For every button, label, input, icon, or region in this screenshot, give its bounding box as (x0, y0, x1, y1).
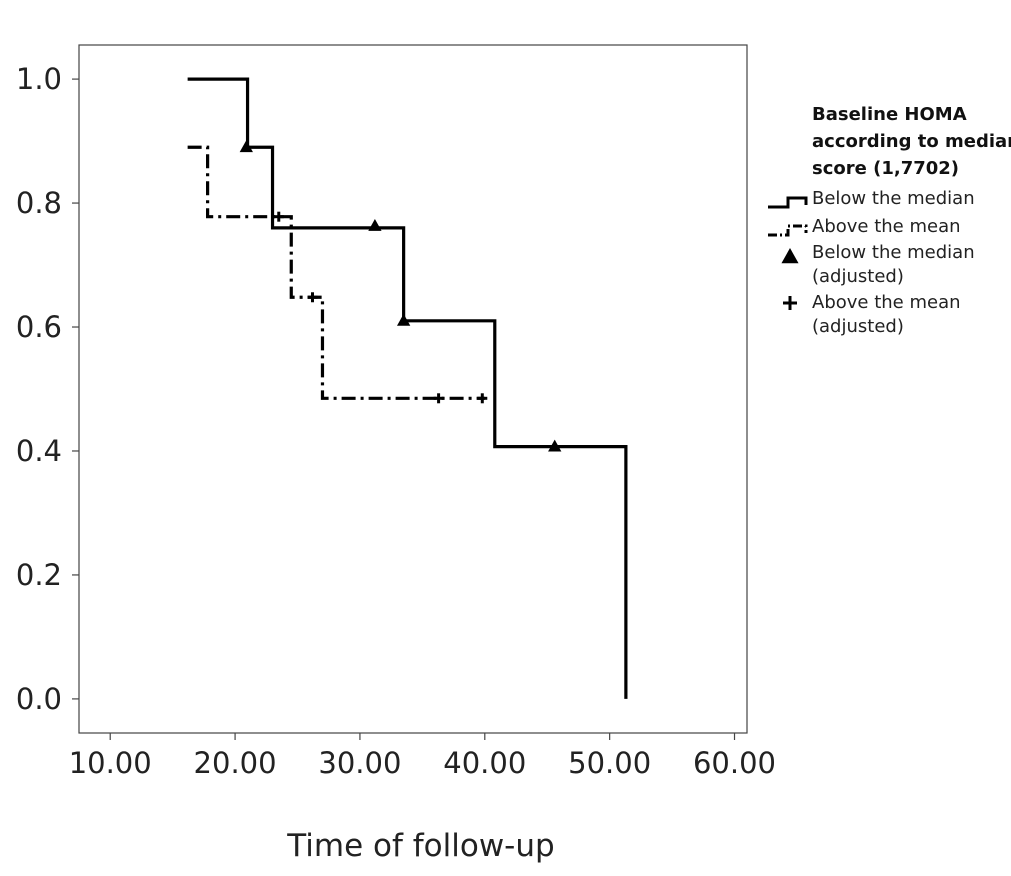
legend: Baseline HOMA according to median score (1… (768, 104, 1011, 337)
legend-entry-label: Below the median (812, 188, 975, 209)
x-axis-title: Time of follow-up (286, 828, 554, 864)
censor-marker-layer (239, 140, 562, 452)
legend-entry-label: (adjusted) (812, 316, 904, 337)
legend-entry-label: Above the mean (812, 216, 961, 237)
censor-triangle-marker (239, 140, 253, 153)
legend-entry-label: Above the mean (812, 292, 961, 313)
legend-entry-3: Below the median (adjusted) (781, 242, 975, 287)
censor-triangle-marker (548, 439, 562, 452)
legend-entry-label: Below the median (812, 242, 975, 263)
x-tick-label: 20.00 (194, 746, 277, 780)
legend-triangle-symbol (781, 248, 799, 264)
x-tick-label: 30.00 (318, 746, 401, 780)
y-tick-label: 0.2 (16, 558, 62, 592)
y-axis: 0.0 0.2 0.4 0.6 0.8 1.0 (16, 62, 79, 716)
plot-area (78, 44, 748, 734)
y-tick-label: 0.4 (16, 434, 62, 468)
y-tick-label: 0.6 (16, 310, 62, 344)
censor-triangle-marker (368, 218, 382, 231)
censor-plus-marker (273, 211, 284, 222)
y-tick-label: 1.0 (16, 62, 62, 96)
legend-entry-2: Above the mean (768, 216, 961, 237)
series-line-2 (187, 145, 485, 400)
series-line-1 (187, 77, 628, 699)
series-layer (187, 77, 628, 699)
legend-plus-symbol (783, 296, 797, 310)
legend-title-line: Baseline HOMA (812, 104, 967, 125)
legend-entry-label: (adjusted) (812, 266, 904, 287)
x-axis: 10.00 20.00 30.00 40.00 50.00 60.00 (69, 733, 776, 780)
x-tick-label: 60.00 (693, 746, 776, 780)
censor-triangle-marker (396, 313, 411, 326)
x-tick-label: 10.00 (69, 746, 152, 780)
y-tick-label: 0.0 (16, 682, 62, 716)
censor-plus-marker (307, 292, 318, 303)
legend-entry-1: Below the median (768, 188, 975, 209)
x-tick-label: 50.00 (568, 746, 651, 780)
legend-dashdot-line-symbol (768, 224, 808, 237)
legend-title-line: according to median (812, 131, 1011, 152)
legend-entry-4: Above the mean (adjusted) (783, 292, 961, 337)
censor-plus-marker (477, 393, 488, 404)
y-tick-label: 0.8 (16, 186, 62, 220)
legend-title-line: score (1,7702) (812, 158, 959, 179)
legend-solid-line-symbol (768, 196, 808, 209)
censor-plus-marker (433, 393, 444, 404)
x-tick-label: 40.00 (443, 746, 526, 780)
